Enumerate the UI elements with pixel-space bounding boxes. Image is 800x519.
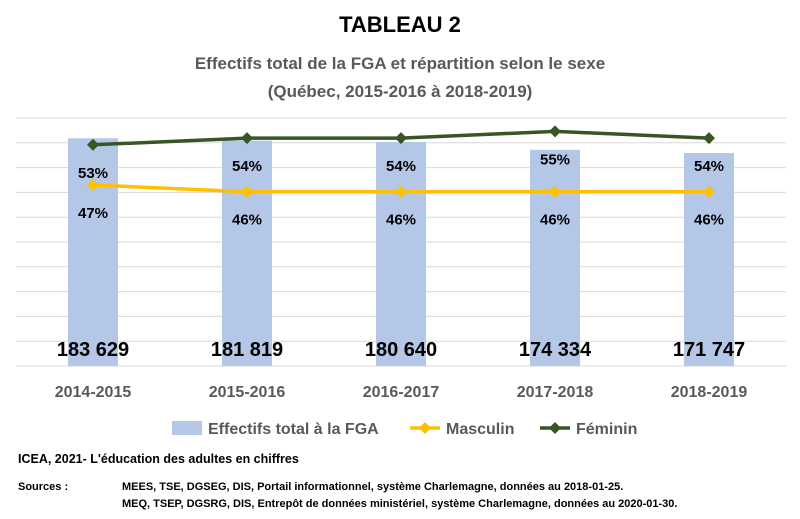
legend-label-féminin: Féminin [576, 421, 637, 438]
label-féminin-2016-2017: 54% [386, 158, 416, 175]
legend: Effectifs total à la FGA Masculin Féminin [172, 421, 637, 438]
sources-label: Sources : [18, 481, 69, 493]
legend-swatch-bars [172, 421, 202, 435]
x-tick-2016-2017: 2016-2017 [363, 384, 440, 401]
label-total-2015-2016: 181 819 [211, 339, 283, 361]
label-total-2017-2018: 174 334 [519, 339, 592, 361]
marker-féminin-2015-2016 [241, 132, 253, 145]
bar-2018-2019 [684, 153, 734, 366]
marker-masculin-2014-2015 [87, 179, 99, 192]
label-féminin-2018-2019: 54% [694, 158, 724, 175]
legend-label-masculin: Masculin [446, 421, 514, 438]
label-féminin-2017-2018: 55% [540, 151, 570, 168]
source-line-2: MEQ, TSEP, DGSRG, DIS, Entrepôt de donné… [122, 498, 678, 510]
marker-féminin-2017-2018 [549, 125, 561, 138]
label-total-2014-2015: 183 629 [57, 339, 129, 361]
marker-féminin-2014-2015 [87, 138, 99, 151]
data-labels: 47% 46% 46% 46% 46% 53% 54% 54% 55% 54% 183 629 181… [57, 151, 745, 361]
source-line-1: MEES, TSE, DGSEG, DIS, Portail informati… [122, 481, 624, 493]
bar-series [68, 138, 734, 366]
label-féminin-2014-2015: 53% [78, 165, 108, 182]
label-masculin-2018-2019: 46% [694, 212, 724, 229]
marker-masculin-2018-2019 [703, 185, 715, 198]
legend-marker-masculin [419, 422, 431, 434]
label-masculin-2014-2015: 47% [78, 205, 108, 222]
marker-féminin-2016-2017 [395, 132, 407, 145]
marker-masculin-2016-2017 [395, 185, 407, 198]
line-series [87, 125, 715, 198]
chart-subtitle-line2: (Québec, 2015-2016 à 2018-2019) [268, 82, 533, 101]
legend-label-bars: Effectifs total à la FGA [208, 421, 379, 438]
chart-title: TABLEAU 2 [339, 12, 461, 37]
x-axis: 2014-2015 2015-2016 2016-2017 2017-2018 2018… [55, 384, 748, 401]
bar-2017-2018 [530, 149, 580, 366]
marker-féminin-2018-2019 [703, 132, 715, 145]
legend-marker-féminin [549, 422, 561, 434]
label-total-2016-2017: 180 640 [365, 339, 437, 361]
bar-2016-2017 [376, 142, 426, 366]
bar-2014-2015 [68, 138, 118, 366]
label-total-2018-2019: 171 747 [673, 339, 745, 361]
label-féminin-2015-2016: 54% [232, 158, 262, 175]
label-masculin-2016-2017: 46% [386, 212, 416, 229]
x-tick-2014-2015: 2014-2015 [55, 384, 132, 401]
bar-2015-2016 [222, 140, 272, 366]
citation: ICEA, 2021- L'éducation des adultes en c… [18, 452, 299, 466]
label-masculin-2017-2018: 46% [540, 212, 570, 229]
label-masculin-2015-2016: 46% [232, 212, 262, 229]
x-tick-2015-2016: 2015-2016 [209, 384, 286, 401]
chart-subtitle-line1: Effectifs total de la FGA et répartition… [195, 54, 605, 73]
marker-masculin-2015-2016 [241, 185, 253, 198]
x-tick-2017-2018: 2017-2018 [517, 384, 594, 401]
marker-masculin-2017-2018 [549, 185, 561, 198]
x-tick-2018-2019: 2018-2019 [671, 384, 748, 401]
